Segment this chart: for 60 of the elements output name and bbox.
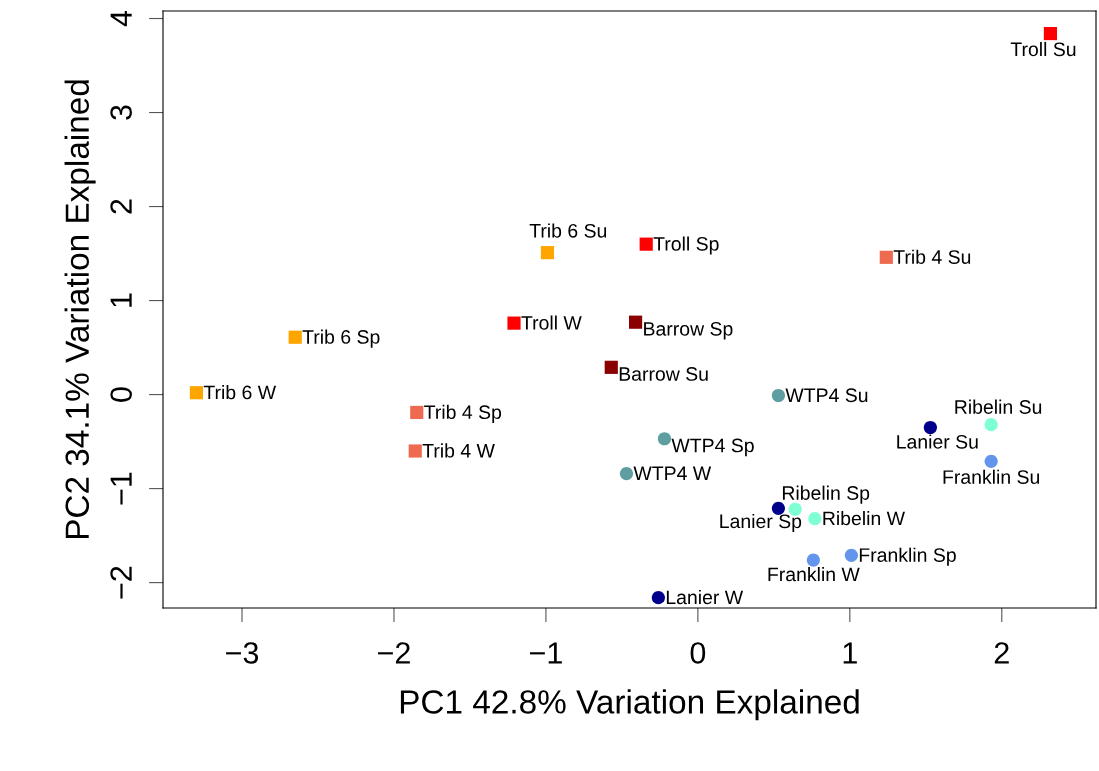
point <box>288 330 302 344</box>
y-tick-label: 4 <box>110 10 132 27</box>
annotation: Franklin Sp <box>859 547 956 566</box>
y-tick-label: −1 <box>110 472 132 505</box>
annotation: Ribelin W <box>823 511 905 526</box>
annotation: Barrow Sp <box>644 321 733 340</box>
point <box>808 512 822 526</box>
x-tick-label: −1 <box>530 642 562 664</box>
y-tick-label: 1 <box>110 293 132 307</box>
x-axis-title: PC1 42.8% Variation Explained <box>400 689 859 721</box>
point <box>806 553 820 567</box>
point <box>408 444 422 458</box>
annotation: Lanier Su <box>897 434 978 449</box>
point <box>984 454 998 468</box>
annotation: Trib 6 Sp <box>302 329 380 348</box>
x-tick-label: 0 <box>690 642 706 664</box>
annotation: Trib 6 W <box>203 385 277 400</box>
annotation: Franklin W <box>768 567 860 582</box>
point <box>1043 26 1057 41</box>
y-tick-label: 2 <box>110 199 132 214</box>
annotation: Troll Su <box>1010 41 1076 57</box>
point <box>540 246 555 260</box>
point <box>771 501 785 515</box>
y-tick-label: 3 <box>110 105 132 120</box>
point <box>844 548 858 562</box>
annotation: Barrow Su <box>619 367 708 381</box>
point <box>984 418 998 432</box>
x-tick-label: 1 <box>843 642 857 664</box>
annotation: Troll W <box>521 315 582 330</box>
annotation: Trib 4 W <box>422 443 495 458</box>
annotation: WTP4 W <box>633 466 712 480</box>
point <box>619 466 634 481</box>
annotation: Lanier Sp <box>720 513 802 533</box>
point <box>507 316 521 330</box>
y-axis-title: PC2 34.1% Variation Explained <box>64 80 96 539</box>
point <box>628 315 643 329</box>
x-tick-label: −2 <box>378 642 410 664</box>
annotation: Trib 4 Sp <box>424 404 502 423</box>
point <box>189 386 204 400</box>
point <box>604 360 618 374</box>
point <box>639 237 653 251</box>
annotation: Troll Sp <box>653 236 719 255</box>
annotation: Ribelin Sp <box>782 485 870 504</box>
annotation: Franklin Su <box>943 469 1040 484</box>
point <box>410 405 424 420</box>
annotation: Ribelin Su <box>955 399 1042 414</box>
point <box>651 591 665 605</box>
annotation: Trib 4 Su <box>893 249 971 264</box>
point <box>879 250 893 264</box>
point <box>657 432 672 446</box>
point <box>771 388 785 403</box>
annotation: WTP4 Su <box>785 388 868 403</box>
y-tick-label: −2 <box>110 566 132 599</box>
point <box>923 420 937 435</box>
annotation: Lanier W <box>666 589 744 605</box>
x-tick-label: −3 <box>226 642 259 664</box>
y-tick-label: 0 <box>110 387 132 402</box>
x-tick-label: 2 <box>994 642 1009 664</box>
annotation: Trib 6 Su <box>529 223 607 238</box>
annotation: WTP4 Sp <box>671 438 754 457</box>
